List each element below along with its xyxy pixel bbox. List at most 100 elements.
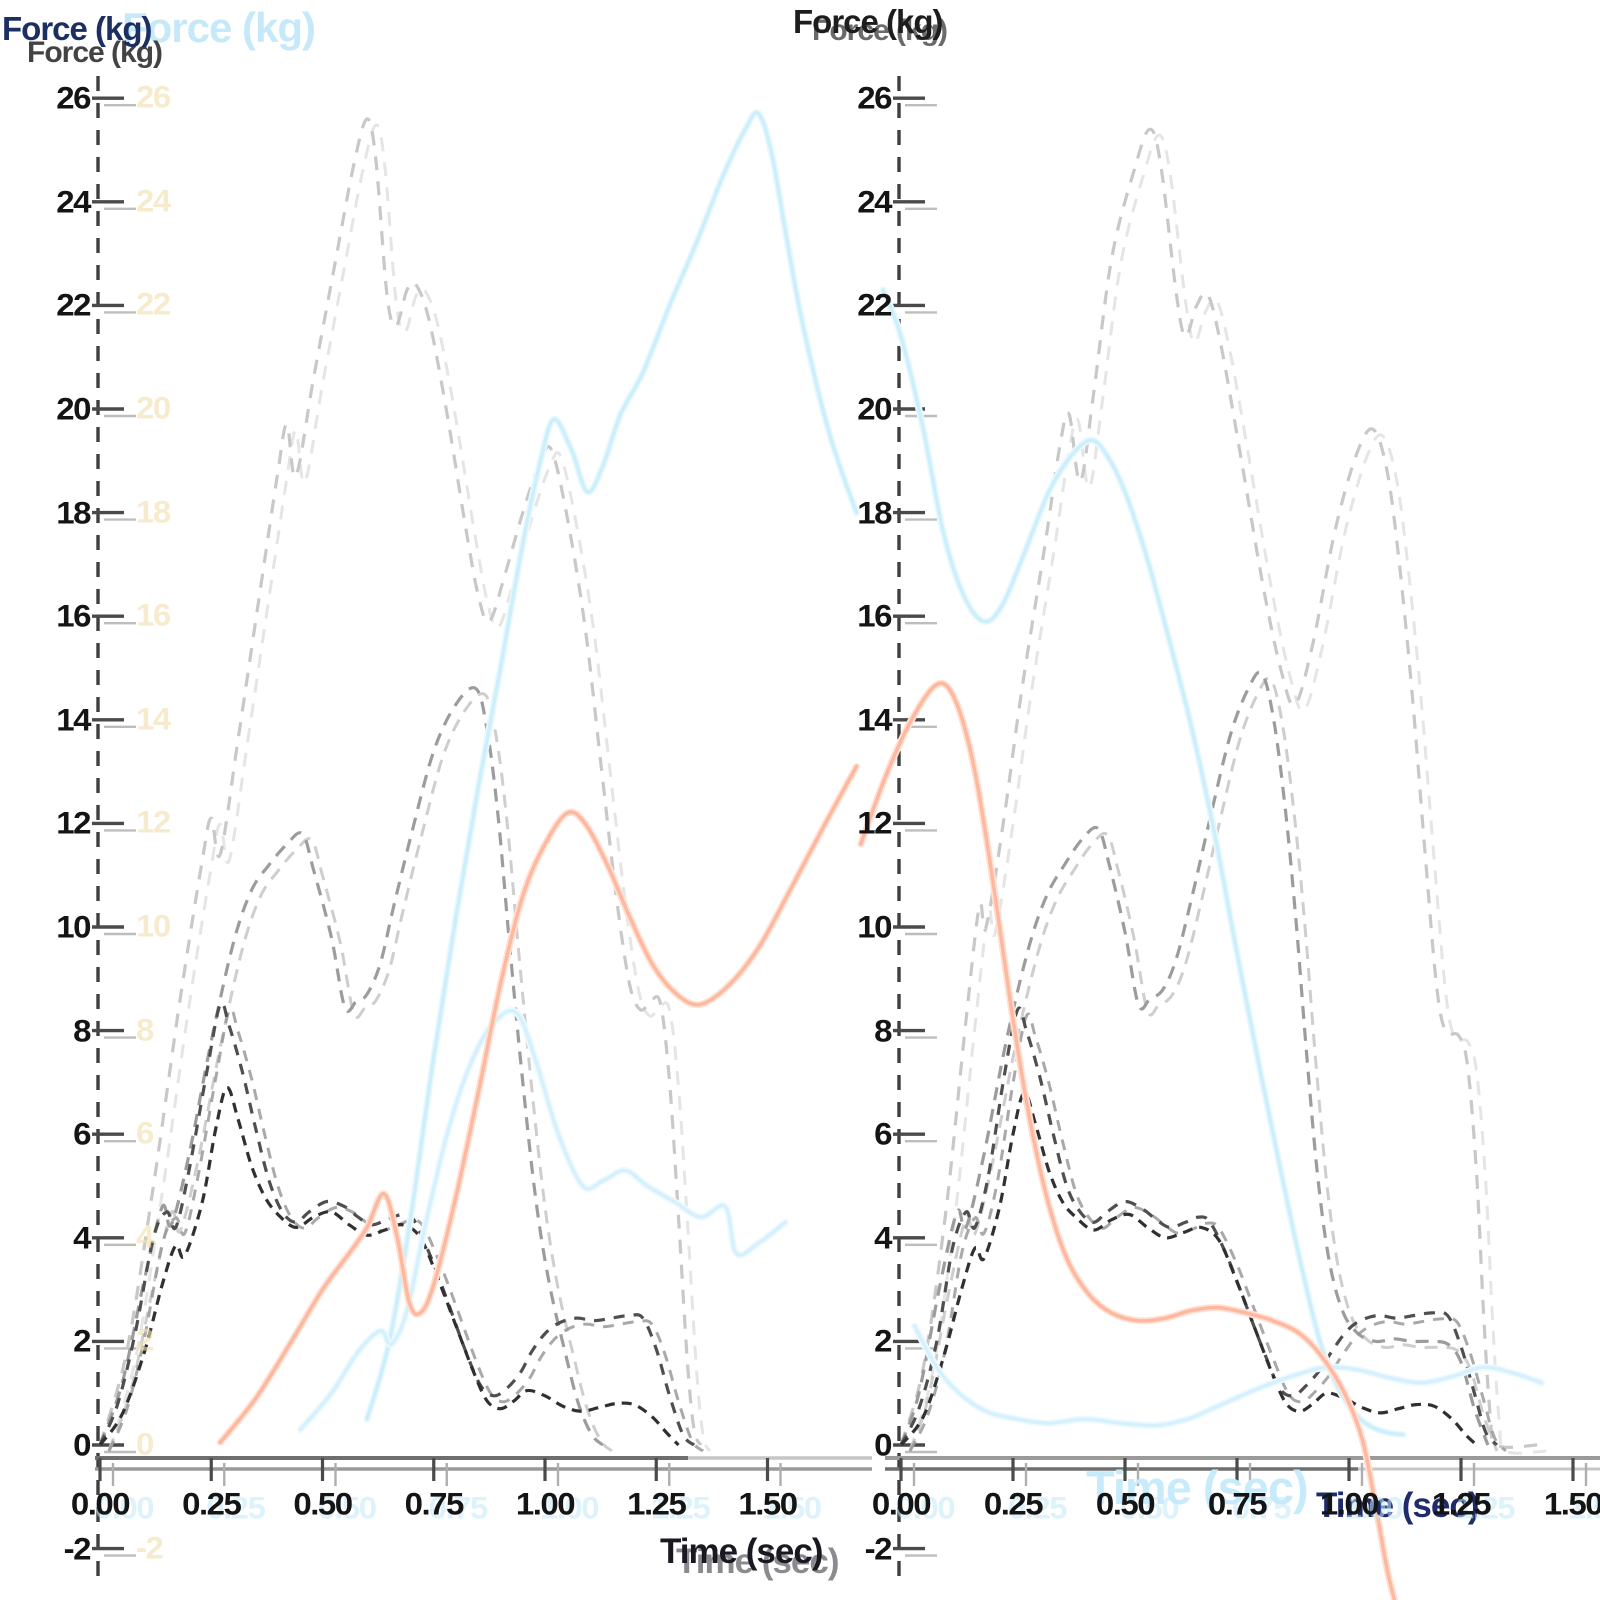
left-y-tick-label: 0 <box>73 1426 91 1463</box>
left-y-tick-label-ghost: 14 <box>136 700 171 737</box>
right-curve-blue-lower-halo <box>910 1322 1546 1429</box>
left-y-tick-label-ghost: 24 <box>136 182 171 219</box>
right-xlabel-ghost: Time (sec) <box>1086 1461 1309 1514</box>
right-x-tick-label: 0.00 <box>871 1485 932 1522</box>
right-curve-gray-medium-dashed-ghost <box>908 676 1499 1452</box>
left-x-tick-label: 1.50 <box>738 1485 798 1522</box>
left-curve-blue-lower <box>298 1008 788 1432</box>
right-y-tick-label: 26 <box>857 79 892 116</box>
right-xlabel: Time (sec) <box>1316 1486 1479 1525</box>
left-y-tick-label: 14 <box>56 701 91 738</box>
right-y-tick-label: 20 <box>857 390 892 427</box>
left-curve-gray-light-dashed-ghost <box>107 123 712 1452</box>
left-curve-salmon <box>218 764 859 1445</box>
left-y-tick-label-ghost: 22 <box>136 286 171 322</box>
left-curve-gray-darker-dashed <box>98 1085 680 1447</box>
left-y-tick-label-ghost: 2 <box>136 1322 154 1358</box>
right-x-tick-label: 0.75 <box>1207 1485 1268 1522</box>
left-x-tick-label: 0.50 <box>293 1485 353 1522</box>
right-y-tick-label: 4 <box>874 1219 892 1256</box>
left-x-tick-label-ghost: 1.25 <box>651 1489 711 1526</box>
right-y-tick-label: 8 <box>874 1012 892 1048</box>
right-x-tick-label: 0.25 <box>983 1485 1044 1522</box>
left-y-tick-label: 4 <box>73 1219 91 1256</box>
left-y-tick-label-ghost: 10 <box>136 907 171 944</box>
right-x-tick-label-ghost: 0.75 <box>1231 1489 1292 1526</box>
right-y-tick-label: 22 <box>857 287 892 323</box>
right-y-tick-label: 18 <box>857 494 892 530</box>
left-panel-chart <box>92 76 872 1576</box>
left-y-tick-label-ghost: 12 <box>136 804 171 840</box>
right-y-tick-label: 6 <box>874 1115 892 1152</box>
left-y-tick-label: 6 <box>73 1115 91 1152</box>
right-curve-gray-dark-dashed-ghost <box>908 1012 1507 1453</box>
left-y-tick-label: 22 <box>56 287 91 323</box>
right-y-tick-label: 12 <box>857 805 892 841</box>
left-x-tick-label: 1.25 <box>627 1485 687 1522</box>
left-ylabel-ghost: Force (kg) <box>122 4 316 51</box>
right-curve-gray-dark-dashed <box>899 1006 1499 1447</box>
left-x-tick-label-ghost: 1.00 <box>539 1489 600 1526</box>
right-curve-salmon <box>858 681 1397 1600</box>
right-curve-gray-darker-dashed <box>899 1091 1478 1447</box>
right-x-tick-label: 0.50 <box>1095 1485 1156 1522</box>
left-y-tick-label: 2 <box>73 1323 91 1359</box>
left-x-tick-label-ghost: 0.00 <box>94 1489 155 1526</box>
left-curve-blue-upper <box>365 110 859 1421</box>
right-curve-blue-lower <box>912 1324 1544 1428</box>
left-curve-gray-medium-dashed <box>98 686 604 1447</box>
left-x-tick-label-ghost: 0.75 <box>428 1489 489 1526</box>
right-curve-blue-upper-halo <box>879 286 1407 1439</box>
left-y-tick-label: 26 <box>56 79 91 116</box>
left-y-tick-label-ghost: 16 <box>136 596 171 633</box>
left-x-tick-label-ghost: 0.25 <box>206 1489 266 1526</box>
left-y-tick-label-ghost: 6 <box>136 1114 154 1151</box>
left-curve-gray-light-dashed <box>98 117 703 1446</box>
right-x-tick-label-ghost: 0.00 <box>895 1489 956 1526</box>
left-y-tick-label: 24 <box>56 183 91 220</box>
right-y-tick-label: -2 <box>864 1530 893 1566</box>
left-curve-salmon-halo <box>216 762 860 1446</box>
left-x-tick-label: 0.75 <box>404 1485 465 1522</box>
right-y-tick-label: 10 <box>857 908 892 945</box>
right-x-tick-label: 1.25 <box>1431 1485 1492 1522</box>
right-x-tick-label: 1.00 <box>1319 1485 1380 1522</box>
left-ylabel: Force (kg) <box>2 10 153 47</box>
left-y-tick-label: 10 <box>56 908 91 945</box>
left-x-tick-label: 1.00 <box>515 1485 576 1522</box>
left-y-tick-label-ghost: -2 <box>136 1529 164 1565</box>
right-y-tick-label: 16 <box>857 597 892 634</box>
left-ylabel-strike: Force (kg) <box>27 36 163 69</box>
right-x-tick-label-ghost: 1.50 <box>1567 1489 1600 1526</box>
left-y-tick-label-ghost: 26 <box>136 78 171 115</box>
left-y-tick-label-ghost: 4 <box>136 1218 154 1255</box>
left-y-tick-label-ghost: 20 <box>136 389 171 426</box>
right-panel-chart <box>857 76 1600 1600</box>
left-x-tick-label-ghost: 1.50 <box>762 1489 822 1526</box>
right-ylabel-strike: Force (kg) <box>812 14 948 47</box>
right-x-tick-label-ghost: 1.25 <box>1455 1489 1516 1526</box>
left-xlabel-strike: Time (sec) <box>676 1542 839 1581</box>
right-curve-gray-light-dashed-ghost <box>908 133 1547 1455</box>
right-x-tick-label: 1.50 <box>1543 1485 1600 1522</box>
left-y-tick-label-ghost: 18 <box>136 493 171 529</box>
right-y-tick-label: 0 <box>874 1426 892 1463</box>
left-curve-gray-medium-dashed-ghost <box>107 692 613 1453</box>
left-y-tick-label: 16 <box>56 597 91 634</box>
right-curve-gray-light-dashed <box>899 127 1538 1449</box>
left-y-tick-label-ghost: 0 <box>136 1425 154 1462</box>
right-x-tick-label-ghost: 1.00 <box>1343 1489 1404 1526</box>
left-y-tick-label: -2 <box>63 1530 92 1566</box>
right-y-tick-label: 2 <box>874 1323 892 1359</box>
right-x-tick-label-ghost: 0.25 <box>1007 1489 1068 1526</box>
left-y-tick-label-ghost: 8 <box>136 1011 154 1047</box>
left-y-tick-label: 12 <box>56 805 91 841</box>
left-x-tick-label: 0.25 <box>182 1485 242 1522</box>
right-curve-gray-medium-dashed <box>899 670 1490 1446</box>
right-y-tick-label: 24 <box>857 183 892 220</box>
left-y-tick-label: 18 <box>56 494 91 530</box>
right-y-tick-label: 14 <box>857 701 892 738</box>
right-x-tick-label-ghost: 0.50 <box>1119 1489 1180 1526</box>
